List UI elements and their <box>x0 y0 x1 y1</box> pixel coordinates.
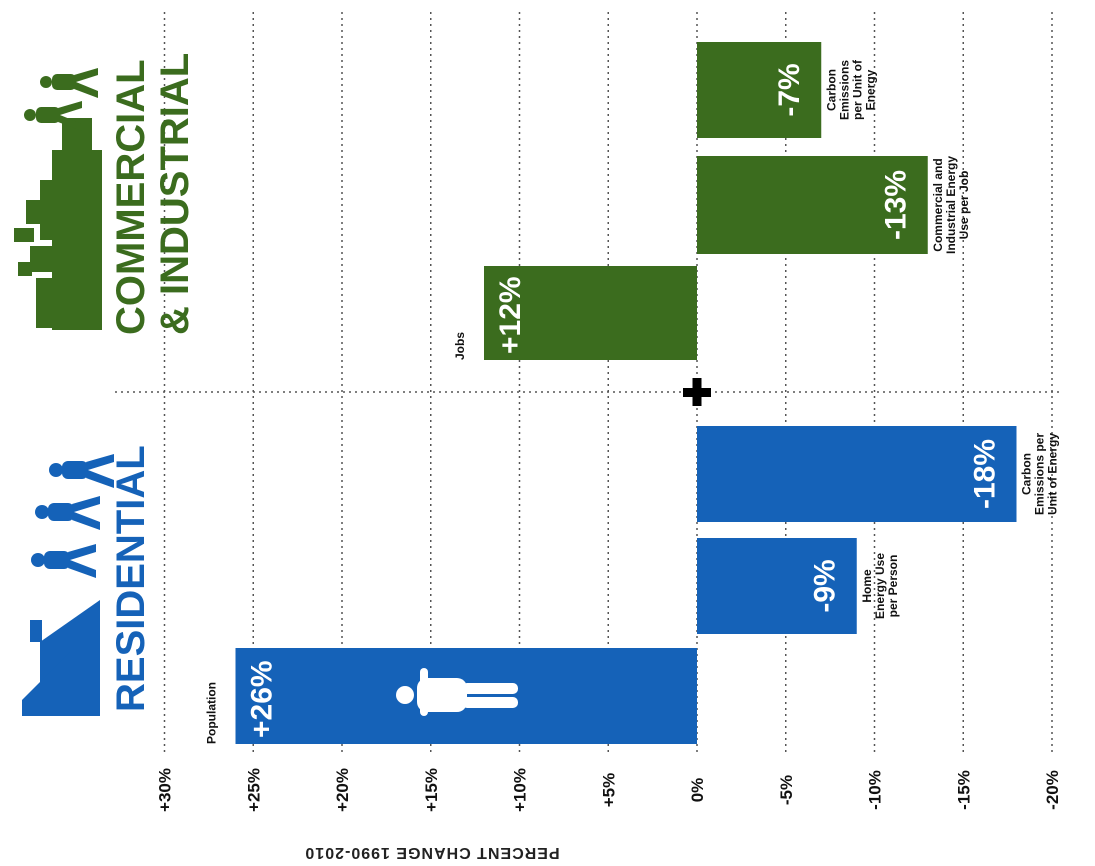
group-separator <box>115 378 1060 406</box>
category-label: Population <box>205 682 219 744</box>
tick-label: +20% <box>333 768 352 812</box>
tick-label: -5% <box>777 775 796 805</box>
bars: -7% CarbonEmissionsper Unit ofEnergy -13% C… <box>205 42 1060 744</box>
plus-icon <box>683 378 711 406</box>
tick-label: -15% <box>954 770 973 810</box>
value-label: -9% <box>809 559 842 612</box>
tick-label: -10% <box>866 770 885 810</box>
value-label: +26% <box>245 660 278 738</box>
section-subtitle-commercial: & INDUSTRIAL <box>153 53 197 335</box>
tick-label: +15% <box>422 768 441 812</box>
person-icon <box>396 668 518 716</box>
tick-label: 0% <box>688 778 707 803</box>
tick-label: +10% <box>511 768 530 812</box>
category-label: CarbonEmissionsper Unit ofEnergy <box>824 59 877 120</box>
walking-people-icon <box>24 68 98 131</box>
tick-label: -20% <box>1043 770 1062 810</box>
value-label: -13% <box>880 170 913 240</box>
value-label: -18% <box>968 439 1001 509</box>
category-label: CarbonEmissions perUnit of Energy <box>1020 433 1060 515</box>
tick-label: +5% <box>599 773 618 808</box>
category-label: Jobs <box>453 332 467 360</box>
bar-commercial-commercial-and-industrial-energy-use-per-job <box>697 156 928 254</box>
grid-lines <box>163 12 1053 752</box>
category-label: HomeEnergy Useper Person <box>860 553 900 619</box>
value-label: -7% <box>773 63 806 116</box>
bar-commercial-jobs <box>484 266 697 360</box>
bar-residential-home-energy-use-per-person <box>697 538 857 634</box>
axis-title: PERCENT CHANGE 1990-2010 <box>304 844 559 861</box>
tick-label: +25% <box>244 768 263 812</box>
tick-labels: +30% +25% +20% +15% +10% +5% 0% -5% -10% -15% -20% <box>156 768 1063 812</box>
house-silhouette-icon <box>22 600 100 716</box>
section-title-residential: RESIDENTIAL <box>109 445 153 712</box>
section-title-commercial: COMMERCIAL <box>109 59 153 335</box>
bar-commercial-carbon-emissions-per-unit-of-energy <box>697 42 822 138</box>
tick-label: +30% <box>156 768 175 812</box>
bar-residential-carbon-emissions-per-unit-of-energy <box>697 426 1017 522</box>
section-titles: COMMERCIAL & INDUSTRIAL RESIDENTIAL <box>109 53 197 712</box>
category-label: Commercial andIndustrial EnergyUse per J… <box>931 156 971 254</box>
city-skyline-icon <box>14 118 102 330</box>
walking-people-icon <box>31 454 114 578</box>
value-label: +12% <box>494 276 527 354</box>
decorative-icons <box>14 68 518 716</box>
